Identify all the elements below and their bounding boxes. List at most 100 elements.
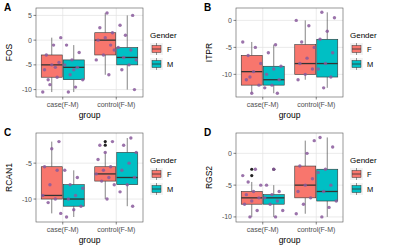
- point: [98, 144, 101, 147]
- point: [113, 183, 116, 186]
- point: [50, 147, 53, 150]
- point: [81, 187, 84, 190]
- box: [41, 167, 62, 199]
- box: [263, 195, 284, 205]
- point: [245, 193, 248, 196]
- y-axis-label: FOS: [4, 43, 14, 61]
- legend-median: [352, 189, 361, 190]
- tick: [262, 97, 263, 100]
- tick: [34, 89, 37, 90]
- point: [122, 56, 125, 59]
- panel: -10-505case(F-M)control(F-M)groupFOSAGen…: [4, 2, 177, 120]
- point: [241, 174, 244, 177]
- point: [267, 51, 270, 54]
- point: [105, 197, 108, 200]
- marks: [41, 136, 138, 218]
- point: [305, 152, 308, 155]
- point: [248, 215, 251, 218]
- marks: [241, 11, 338, 95]
- whisker: [73, 206, 74, 217]
- legend-key-bg: [150, 183, 163, 195]
- point: [135, 151, 138, 154]
- point: [250, 92, 253, 95]
- tick-label: -5: [26, 61, 32, 68]
- whisker: [273, 204, 274, 217]
- tick-label: case(F-M): [247, 226, 279, 234]
- point: [320, 215, 323, 218]
- point: [333, 16, 336, 19]
- outlier: [250, 168, 253, 171]
- legend-swatch: [152, 46, 161, 53]
- point: [68, 183, 71, 186]
- legend-key-bg: [150, 43, 163, 55]
- point: [74, 85, 77, 88]
- legend-title: Gender: [150, 31, 177, 40]
- point: [317, 67, 320, 70]
- point: [246, 54, 249, 57]
- point: [46, 78, 49, 81]
- frame: [236, 133, 343, 222]
- legend-swatch: [352, 186, 361, 193]
- tick: [234, 74, 237, 75]
- point: [298, 164, 301, 167]
- point: [79, 205, 82, 208]
- y-axis-label: ITPR: [204, 43, 214, 62]
- point: [263, 196, 266, 199]
- tick-label: 0: [228, 17, 232, 24]
- point: [68, 73, 71, 76]
- legend-label: F: [167, 45, 172, 54]
- point: [41, 194, 44, 197]
- point: [81, 78, 84, 81]
- legend-swatch: [152, 61, 161, 68]
- point: [259, 183, 262, 186]
- whisker: [327, 12, 328, 39]
- point: [105, 11, 108, 14]
- x-axis-label: group: [279, 110, 301, 120]
- median: [295, 63, 316, 64]
- point: [127, 63, 130, 66]
- panel-label: B: [204, 2, 211, 13]
- point: [133, 88, 136, 91]
- whisker: [251, 42, 252, 55]
- legend-swatch: [152, 171, 161, 178]
- point: [100, 179, 103, 182]
- tick: [34, 64, 37, 65]
- point: [107, 176, 110, 179]
- panel-label: C: [4, 127, 11, 138]
- box: [295, 45, 316, 75]
- point: [41, 90, 44, 93]
- box: [263, 66, 284, 85]
- median: [263, 79, 284, 80]
- median: [317, 191, 338, 192]
- whisker: [127, 185, 128, 207]
- point: [131, 205, 134, 208]
- point: [313, 46, 316, 49]
- box: [41, 55, 62, 77]
- box: [117, 152, 138, 184]
- point: [317, 171, 320, 174]
- tick-label: case(F-M): [47, 226, 79, 234]
- point: [305, 56, 308, 59]
- tick-label: -10: [22, 196, 32, 203]
- point: [276, 92, 279, 95]
- plot-background: [236, 133, 343, 222]
- point: [102, 169, 105, 172]
- legend-title: Gender: [150, 156, 177, 165]
- point: [104, 151, 107, 154]
- point: [59, 212, 62, 215]
- legend-title: Gender: [350, 156, 377, 165]
- point: [72, 208, 75, 211]
- legend-swatch: [352, 171, 361, 178]
- point: [270, 83, 273, 86]
- point: [309, 196, 312, 199]
- point: [320, 11, 323, 14]
- legend-key-bg: [350, 183, 363, 195]
- whisker: [251, 204, 252, 217]
- point: [52, 43, 55, 46]
- point: [274, 215, 277, 218]
- plot-background: [236, 8, 343, 97]
- tick-label: -5: [226, 182, 232, 189]
- legend-median: [352, 64, 361, 65]
- tick: [234, 185, 237, 186]
- whisker: [105, 181, 106, 199]
